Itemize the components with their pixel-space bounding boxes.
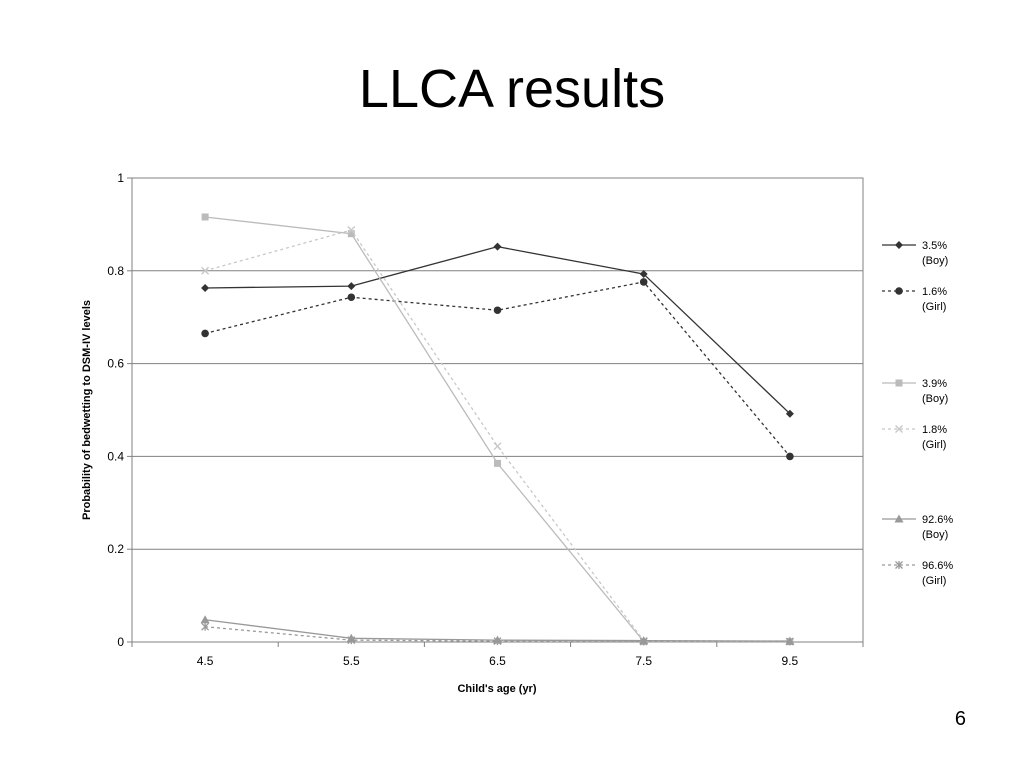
data-point <box>786 452 794 461</box>
data-point <box>347 636 356 645</box>
y-tick-label: 0.8 <box>107 264 124 278</box>
x-tick-label: 5.5 <box>343 654 360 668</box>
data-point <box>639 270 648 279</box>
series-2 <box>201 278 794 461</box>
y-axis-label: Probability of bedwetting to DSM-IV leve… <box>81 300 93 520</box>
legend-label: 96.6% <box>922 560 953 572</box>
data-point <box>493 442 502 451</box>
legend-marker <box>895 379 903 387</box>
data-point <box>201 266 210 275</box>
series-3 <box>201 213 794 646</box>
x-tick-label: 6.5 <box>489 654 506 668</box>
data-point <box>347 282 356 291</box>
y-tick-label: 0.6 <box>107 357 124 371</box>
data-point <box>493 242 502 251</box>
data-point <box>201 329 209 338</box>
legend-entry: 3.5% (Boy) <box>882 240 948 267</box>
x-tick-label: 9.5 <box>782 654 799 668</box>
data-point <box>201 622 210 631</box>
series-line <box>205 626 790 643</box>
y-tick-label: 0.2 <box>107 542 124 556</box>
series-line <box>205 246 791 415</box>
legend-sublabel: (Boy) <box>922 529 948 541</box>
series-line <box>205 216 790 643</box>
legend-sublabel: (Girl) <box>922 439 946 451</box>
data-point <box>201 213 209 221</box>
series-1 <box>201 242 794 418</box>
grid-lines <box>132 270 863 550</box>
series-4 <box>201 225 794 646</box>
legend-label: 1.6% <box>922 286 947 298</box>
legend-label: 92.6% <box>922 514 953 526</box>
data-point <box>347 293 356 302</box>
data-point <box>785 637 794 646</box>
data-point <box>493 637 502 646</box>
series-6 <box>201 622 794 646</box>
data-point <box>347 230 355 238</box>
x-tick-label: 4.5 <box>197 654 214 668</box>
series-line <box>204 281 791 457</box>
y-tick-label: 0.4 <box>107 449 124 463</box>
data-point <box>639 278 648 286</box>
legend-marker <box>895 425 903 433</box>
legend-label: 3.5% <box>922 240 947 252</box>
legend-entry: 96.6% (Girl) <box>882 560 953 587</box>
data-point <box>347 225 356 234</box>
x-axis-ticks: 4.5 5.5 6.5 7.5 9.5 <box>131 642 864 668</box>
legend-entry: 1.6% (Girl) <box>882 286 947 313</box>
page-number: 6 <box>954 708 966 730</box>
data-point <box>785 409 794 418</box>
slide-title: LLCA results <box>358 59 666 119</box>
legend-sublabel: (Girl) <box>922 575 946 587</box>
chart-legend: 3.5% (Boy) 1.6% (Girl) 3.9% (Boy) 1.8% (Girl) 92… <box>882 240 953 587</box>
data-point <box>639 637 648 646</box>
legend-sublabel: (Boy) <box>922 255 948 267</box>
data-point <box>200 615 210 624</box>
data-point <box>493 306 502 315</box>
y-tick-label: 1 <box>117 171 124 185</box>
data-point <box>201 283 210 292</box>
legend-marker <box>895 287 903 295</box>
x-tick-label: 7.5 <box>635 654 652 668</box>
y-axis-ticks: 0 0.2 0.4 0.6 0.8 1 <box>107 171 132 649</box>
legend-marker <box>894 514 904 523</box>
legend-sublabel: (Girl) <box>922 301 946 313</box>
series-layer <box>200 213 795 646</box>
data-point <box>494 459 501 467</box>
legend-entry: 3.9% (Boy) <box>882 378 948 405</box>
legend-marker <box>895 561 903 569</box>
legend-entry: 92.6% (Boy) <box>882 514 953 541</box>
legend-label: 3.9% <box>922 378 947 390</box>
legend-entry: 1.8% (Girl) <box>882 424 947 451</box>
x-axis-label: Child's age (yr) <box>457 683 536 695</box>
series-line <box>204 229 790 643</box>
legend-marker <box>895 241 903 249</box>
y-tick-label: 0 <box>117 635 124 649</box>
legend-label: 1.8% <box>922 424 947 436</box>
legend-sublabel: (Boy) <box>922 393 948 405</box>
